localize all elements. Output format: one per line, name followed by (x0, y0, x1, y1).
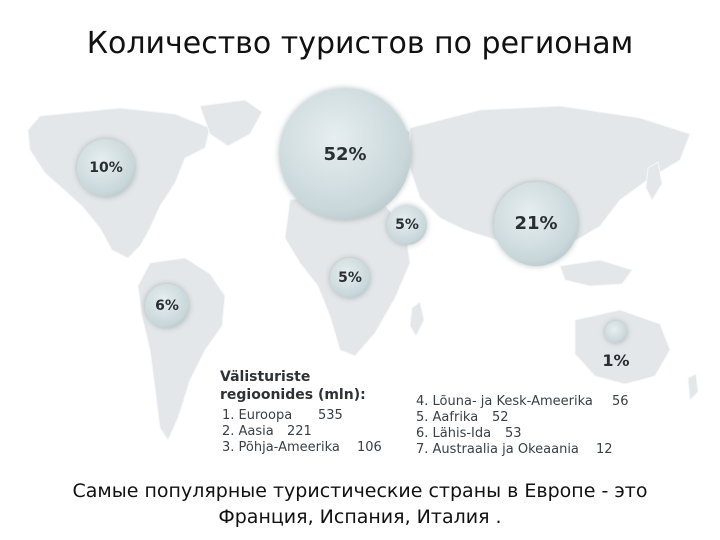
footer-line-2: Франция, Испания, Италия . (218, 506, 502, 528)
bubble-oceania: 1% (602, 321, 630, 370)
legend-title-line2: regioonides (mln): (220, 387, 366, 403)
bubble-north-america: 10% (77, 139, 135, 197)
madagascar-shape (409, 301, 425, 338)
legend-item-value: 221 (287, 424, 312, 439)
bubble-label: 52% (323, 143, 367, 165)
legend-item-value: 535 (318, 408, 343, 423)
legend-item-label: 3. Põhja-Ameerika (222, 440, 340, 455)
new-zealand-shape (687, 373, 699, 402)
world-map: Välisturiste regioonides (mln): 1. Euroo… (0, 88, 720, 468)
south-america-shape (137, 257, 226, 442)
australia-shape (574, 309, 671, 385)
bubble-label: 5% (338, 269, 362, 286)
japan-shape (645, 161, 663, 202)
bubble-label: 21% (514, 213, 558, 235)
footer-line-1: Самые популярные туристические страны в … (72, 480, 648, 502)
page-title: Количество туристов по регионам (86, 26, 634, 61)
legend-item-label: 6. Lähis-Ida (416, 426, 491, 441)
bubble-label: 6% (155, 297, 179, 314)
bubble-label: 1% (602, 351, 630, 370)
legend: Välisturiste regioonides (mln): 1. Euroo… (220, 369, 629, 457)
footer-note: Самые популярные туристические страны в … (0, 478, 720, 530)
legend-item-label: 2. Aasia (222, 424, 274, 439)
legend-item-label: 5. Aafrika (416, 410, 478, 425)
bubble-middle-east: 5% (386, 204, 428, 246)
legend-title-line1: Välisturiste (220, 369, 310, 385)
legend-item-label: 1. Euroopa (222, 408, 292, 423)
legend-item-label: 4. Lõuna- ja Kesk-Ameerika (416, 394, 593, 409)
asia-shape (409, 105, 691, 249)
legend-item-value: 12 (596, 442, 613, 457)
greenland-shape (199, 99, 263, 147)
bubble-africa: 5% (329, 257, 371, 299)
bubble-south-america: 6% (144, 283, 190, 329)
legend-item-value: 53 (505, 426, 522, 441)
legend-item-value: 52 (492, 410, 509, 425)
legend-item-value: 106 (357, 440, 382, 455)
bubble-label: 10% (89, 159, 123, 176)
bubble-asia: 21% (494, 182, 578, 266)
bubble-label: 5% (395, 216, 419, 233)
legend-item-label: 7. Austraalia ja Okeaania (416, 442, 579, 457)
legend-item-value: 56 (612, 394, 629, 409)
southeast-asia-shape (559, 259, 633, 287)
bubble-europe: 52% (279, 88, 411, 220)
